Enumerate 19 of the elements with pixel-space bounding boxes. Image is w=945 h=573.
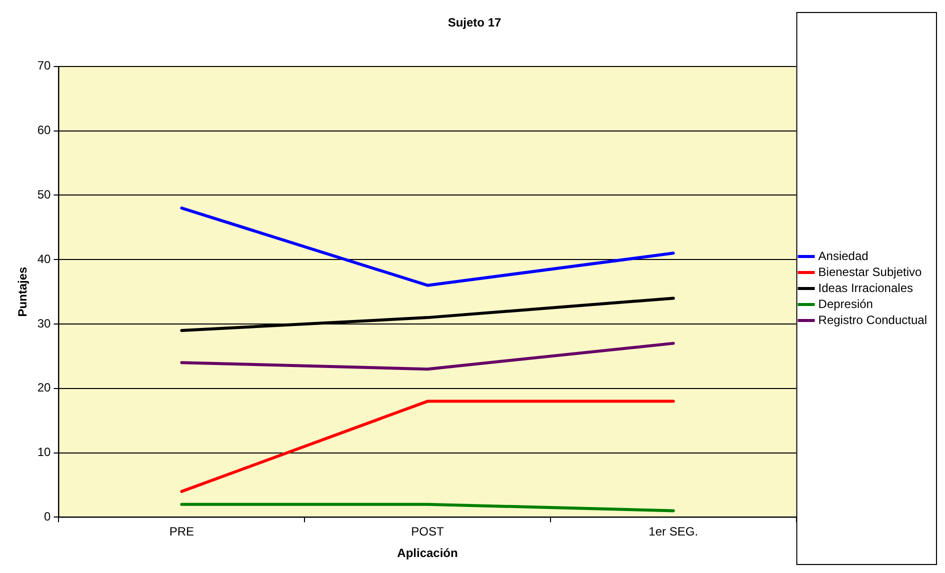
legend-label: Registro Conductual — [818, 312, 928, 327]
legend-label: Bienestar Subjetivo — [818, 264, 922, 279]
x-tick-label: PRE — [169, 524, 194, 539]
legend-label: Depresión — [818, 296, 873, 311]
x-tick-label: POST — [411, 524, 445, 539]
legend-label: Ideas Irracionales — [818, 280, 913, 295]
y-tick-label: 40 — [37, 252, 52, 266]
y-tick-label: 10 — [37, 445, 52, 460]
y-tick-label: 50 — [37, 188, 52, 202]
y-tick-label: 30 — [37, 316, 52, 330]
y-tick-label: 0 — [44, 510, 52, 524]
y-tick-label: 70 — [37, 58, 52, 73]
x-tick-label: 1er SEG. — [648, 524, 698, 539]
legend-label: Ansiedad — [818, 248, 868, 263]
y-tick-label: 60 — [37, 123, 52, 138]
x-axis-title: Aplicación — [397, 546, 458, 560]
y-axis-title: Puntajes — [16, 266, 30, 317]
chart-title: Sujeto 17 — [448, 16, 502, 30]
y-tick-label: 20 — [37, 380, 52, 395]
